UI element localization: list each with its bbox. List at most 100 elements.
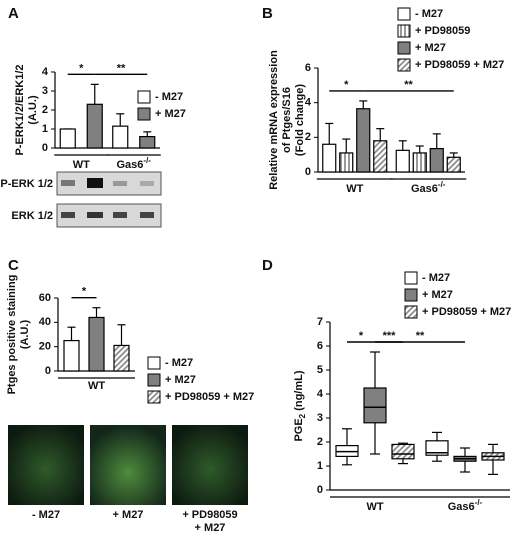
y-axis-label: P-ERK1/2/ERK1/2 <box>14 64 26 155</box>
legend-swatch <box>147 356 161 370</box>
significance-label: ** <box>416 330 425 342</box>
significance-label: * <box>82 286 87 298</box>
bar <box>63 339 80 372</box>
legend-label: + M27 <box>165 374 196 386</box>
legend-label: + PD98059 <box>415 25 470 37</box>
y-axis-label-sub: 2 <box>298 413 307 418</box>
group-label: WT <box>73 159 90 171</box>
group-label: Gas6-/- <box>448 498 483 513</box>
group-label: WT <box>366 501 383 513</box>
y-tick-label: 6 <box>305 62 311 74</box>
significance-label: ** <box>404 79 413 91</box>
image-caption: + M27 <box>195 522 226 533</box>
group-label-text: Gas6 <box>448 501 475 513</box>
y-tick-label: 2 <box>317 436 323 448</box>
y-tick-label: 1 <box>317 460 323 472</box>
legend-label: - M27 <box>165 357 193 369</box>
legend-label: + M27 <box>155 108 186 120</box>
legend-swatch <box>397 58 411 72</box>
y-tick-label: 4 <box>317 388 324 400</box>
y-tick-label: 7 <box>317 316 323 328</box>
group-label-text: WT <box>73 159 90 171</box>
group-label-sup: -/- <box>143 156 151 165</box>
legend-swatch <box>404 271 418 285</box>
group-label-sup: -/- <box>475 498 483 507</box>
group-label: Gas6-/- <box>411 180 446 195</box>
legend-swatch <box>404 305 418 319</box>
significance-label: *** <box>383 330 397 342</box>
y-axis-label: PGE2 (ng/mL) <box>293 370 307 441</box>
bar <box>339 152 354 173</box>
group-label: WT <box>88 380 105 392</box>
panel-letter: D <box>262 257 273 274</box>
panel-letter: C <box>8 257 19 274</box>
bar <box>59 128 76 149</box>
box <box>391 443 415 460</box>
y-axis-label-part: (ng/mL) <box>293 370 305 414</box>
bar <box>429 148 444 173</box>
group-label: Gas6-/- <box>117 156 152 171</box>
y-tick-label: 3 <box>317 412 323 424</box>
image-caption: + PD98059 <box>182 509 237 521</box>
micrographs <box>8 425 248 505</box>
bar <box>139 136 156 149</box>
bar <box>446 156 461 173</box>
legend-label: + PD98059 + M27 <box>422 306 511 318</box>
group-label: WT <box>346 183 363 195</box>
bar <box>412 152 427 173</box>
y-tick-label: 40 <box>39 316 51 328</box>
legend-swatch <box>147 390 161 404</box>
y-axis-label: (A.U.) <box>19 320 31 350</box>
y-tick-label: 1 <box>42 123 48 135</box>
box <box>363 387 387 424</box>
image-caption: - M27 <box>32 509 60 521</box>
y-axis-label: of Ptges/S16 <box>281 87 293 153</box>
y-axis-label: Ptges positive staining <box>6 275 18 395</box>
significance-label: * <box>359 330 364 342</box>
y-tick-label: 2 <box>42 104 48 116</box>
legend-label: - M27 <box>415 8 443 20</box>
y-tick-label: 60 <box>39 292 51 304</box>
blot-label: P-ERK 1/2 <box>0 178 53 190</box>
y-tick-label: 5 <box>317 364 323 376</box>
legend-label: + M27 <box>415 42 446 54</box>
legend-label: + PD98059 + M27 <box>165 391 254 403</box>
legend-swatch <box>397 24 411 38</box>
y-axis-label: Relative mRNA expression <box>268 50 280 190</box>
group-label-text: WT <box>88 380 105 392</box>
blot <box>56 171 162 228</box>
y-tick-label: 0 <box>45 365 51 377</box>
box <box>425 440 449 456</box>
y-tick-label: 0 <box>42 142 48 154</box>
bar <box>356 108 371 173</box>
y-tick-label: 6 <box>317 340 323 352</box>
y-tick-label: 4 <box>305 97 312 109</box>
legend-label: - M27 <box>422 272 450 284</box>
legend-label: - M27 <box>155 91 183 103</box>
y-axis-label-part: PGE <box>293 418 305 441</box>
blot-label: ERK 1/2 <box>11 210 53 222</box>
bar <box>322 143 337 173</box>
image-caption: + M27 <box>113 509 144 521</box>
bar <box>395 149 410 173</box>
y-axis-label: (A.U.) <box>27 95 39 125</box>
y-tick-label: 2 <box>305 131 311 143</box>
group-label-sup: -/- <box>438 180 446 189</box>
y-tick-label: 0 <box>317 484 323 496</box>
legend-swatch <box>404 288 418 302</box>
legend-label: + M27 <box>422 289 453 301</box>
significance-label: * <box>79 62 84 74</box>
group-label-text: WT <box>366 501 383 513</box>
group-label-text: Gas6 <box>117 159 144 171</box>
panel-letter: A <box>8 5 19 22</box>
y-tick-label: 3 <box>42 85 48 97</box>
legend-label: + PD98059 + M27 <box>415 59 504 71</box>
legend-swatch <box>397 7 411 21</box>
y-tick-label: 0 <box>305 166 311 178</box>
significance-label: * <box>344 79 349 91</box>
group-label-text: WT <box>346 183 363 195</box>
panel-letter: B <box>262 5 273 22</box>
bar <box>113 344 130 372</box>
y-axis-label: (Fold change) <box>294 84 306 156</box>
